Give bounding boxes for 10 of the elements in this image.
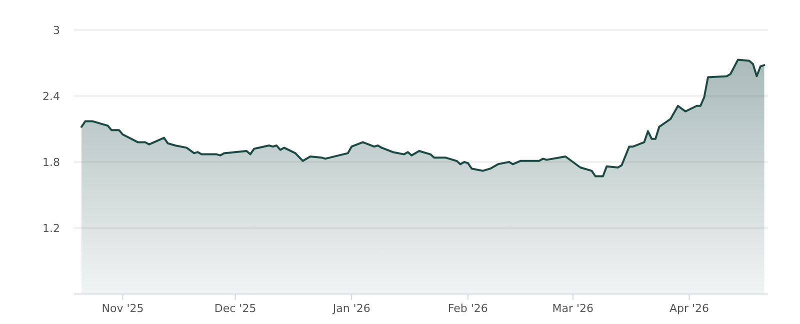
x-tick-label: Feb '26 xyxy=(448,302,488,315)
x-tick-label: Apr '26 xyxy=(669,302,710,315)
x-tick-label: Jan '26 xyxy=(332,302,370,315)
y-tick-label: 3 xyxy=(53,24,60,37)
y-tick-label: 1.8 xyxy=(42,156,60,169)
x-tick-label: Dec '25 xyxy=(214,302,256,315)
x-tick-label: Nov '25 xyxy=(102,302,144,315)
x-tick-label: Mar '26 xyxy=(552,302,594,315)
y-tick-label: 1.2 xyxy=(42,222,60,235)
y-tick-label: 2.4 xyxy=(42,90,60,103)
